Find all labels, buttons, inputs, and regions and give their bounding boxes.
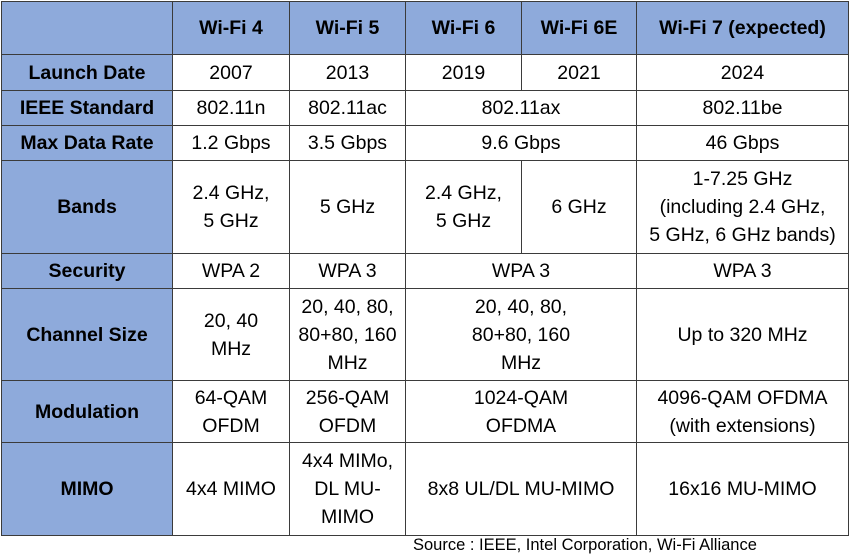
table-row: Bands 2.4 GHz, 5 GHz 5 GHz 2.4 GHz, 5 GH… <box>1 160 849 254</box>
cell-modulation-wifi5: 256-QAM OFDM <box>289 380 406 443</box>
cell-mimo-wifi5: 4x4 MIMo, DL MU- MIMO <box>289 442 406 536</box>
column-header-wifi7: Wi-Fi 7 (expected) <box>636 1 849 55</box>
cell-line: 256-QAM <box>305 386 390 409</box>
cell-launch-wifi6: 2019 <box>405 54 522 91</box>
header-row: Wi-Fi 4 Wi-Fi 5 Wi-Fi 6 Wi-Fi 6E Wi-Fi 7… <box>1 1 849 55</box>
cell-security-wifi5: WPA 3 <box>289 253 406 289</box>
cell-bands-wifi6e: 6 GHz <box>521 160 637 254</box>
cell-line: OFDMA <box>485 414 557 437</box>
cell-bands-wifi4: 2.4 GHz, 5 GHz <box>172 160 290 254</box>
cell-line: MHz <box>500 351 542 374</box>
cell-line: 2.4 GHz, <box>192 182 270 204</box>
column-header-wifi4: Wi-Fi 4 <box>172 1 290 55</box>
table-row: Security WPA 2 WPA 3 WPA 3 WPA 3 <box>1 253 849 289</box>
column-header-wifi6: Wi-Fi 6 <box>405 1 522 55</box>
cell-mimo-wifi7: 16x16 MU-MIMO <box>636 442 849 536</box>
row-header-security: Security <box>1 253 173 289</box>
table-row: Channel Size 20, 40 MHz 20, 40, 80, 80+8… <box>1 288 849 381</box>
cell-modulation-wifi4: 64-QAM OFDM <box>172 380 290 443</box>
table-row: Modulation 64-QAM OFDM 256-QAM OFDM 1024… <box>1 380 849 443</box>
row-header-ieee-standard: IEEE Standard <box>1 90 173 126</box>
cell-line: 20, 40 <box>203 309 259 332</box>
row-header-mimo: MIMO <box>1 442 173 536</box>
cell-launch-wifi7: 2024 <box>636 54 849 91</box>
cell-security-wifi7: WPA 3 <box>636 253 849 289</box>
row-header-max-data-rate: Max Data Rate <box>1 125 173 161</box>
cell-line: DL MU- <box>314 478 381 500</box>
cell-security-wifi4: WPA 2 <box>172 253 290 289</box>
cell-line: 4x4 MIMo, <box>301 450 394 472</box>
cell-rate-wifi6-6e: 9.6 Gbps <box>405 125 637 161</box>
cell-channel-wifi6-6e: 20, 40, 80, 80+80, 160 MHz <box>405 288 637 381</box>
cell-channel-wifi5: 20, 40, 80, 80+80, 160 MHz <box>289 288 406 381</box>
cell-line: 20, 40, 80, <box>301 295 394 318</box>
cell-rate-wifi4: 1.2 Gbps <box>172 125 290 161</box>
cell-ieee-wifi7: 802.11be <box>636 90 849 126</box>
cell-line: MIMO <box>320 506 375 528</box>
column-header-wifi6e: Wi-Fi 6E <box>521 1 637 55</box>
cell-bands-wifi7: 1-7.25 GHz (including 2.4 GHz, 5 GHz, 6 … <box>636 160 849 254</box>
cell-line: 5 GHz <box>435 210 492 232</box>
cell-channel-wifi4: 20, 40 MHz <box>172 288 290 381</box>
cell-line: 20, 40, 80, <box>474 295 568 318</box>
cell-mimo-wifi6-6e: 8x8 UL/DL MU-MIMO <box>405 442 637 536</box>
cell-launch-wifi5: 2013 <box>289 54 406 91</box>
row-header-channel-size: Channel Size <box>1 288 173 381</box>
cell-bands-wifi5: 5 GHz <box>289 160 406 254</box>
cell-channel-wifi7: Up to 320 MHz <box>636 288 849 381</box>
wifi-comparison-table: Wi-Fi 4 Wi-Fi 5 Wi-Fi 6 Wi-Fi 6E Wi-Fi 7… <box>1 1 849 536</box>
cell-bands-wifi6: 2.4 GHz, 5 GHz <box>405 160 522 254</box>
cell-ieee-wifi4: 802.11n <box>172 90 290 126</box>
row-header-bands: Bands <box>1 160 173 254</box>
cell-rate-wifi5: 3.5 Gbps <box>289 125 406 161</box>
cell-line: 2.4 GHz, <box>425 182 502 204</box>
cell-mimo-wifi4: 4x4 MIMO <box>172 442 290 536</box>
cell-launch-wifi6e: 2021 <box>521 54 637 91</box>
cell-line: 4096-QAM OFDMA <box>657 386 828 409</box>
cell-rate-wifi7: 46 Gbps <box>636 125 849 161</box>
table-row: Launch Date 2007 2013 2019 2021 2024 <box>1 54 849 91</box>
cell-ieee-wifi6-6e: 802.11ax <box>405 90 637 126</box>
cell-line: 80+80, 160 <box>471 323 571 346</box>
cell-line: OFDM <box>318 414 377 437</box>
table-row: Max Data Rate 1.2 Gbps 3.5 Gbps 9.6 Gbps… <box>1 125 849 161</box>
cell-modulation-wifi6-6e: 1024-QAM OFDMA <box>405 380 637 443</box>
row-header-modulation: Modulation <box>1 380 173 443</box>
cell-line: 1-7.25 GHz <box>692 168 793 190</box>
cell-security-wifi6-6e: WPA 3 <box>405 253 637 289</box>
cell-line: 64-QAM <box>194 386 268 409</box>
cell-launch-wifi4: 2007 <box>172 54 290 91</box>
cell-line: 80+80, 160 <box>298 323 397 346</box>
cell-line: MHz <box>327 351 368 374</box>
table-row: MIMO 4x4 MIMO 4x4 MIMo, DL MU- MIMO 8x8 … <box>1 442 849 536</box>
cell-modulation-wifi7: 4096-QAM OFDMA (with extensions) <box>636 380 849 443</box>
row-header-launch-date: Launch Date <box>1 54 173 91</box>
cell-line: OFDM <box>202 414 260 437</box>
cell-line: (including 2.4 GHz, <box>659 196 826 218</box>
column-header-wifi5: Wi-Fi 5 <box>289 1 406 55</box>
corner-cell <box>1 1 173 55</box>
table-row: IEEE Standard 802.11n 802.11ac 802.11ax … <box>1 90 849 126</box>
cell-line: (with extensions) <box>669 414 816 437</box>
cell-line: 5 GHz, 6 GHz bands) <box>649 224 836 246</box>
cell-ieee-wifi5: 802.11ac <box>289 90 406 126</box>
cell-line: 5 GHz <box>203 210 259 232</box>
cell-line: 1024-QAM <box>473 386 569 409</box>
source-caption: Source : IEEE, Intel Corporation, Wi-Fi … <box>413 536 757 554</box>
cell-line: MHz <box>210 337 252 360</box>
